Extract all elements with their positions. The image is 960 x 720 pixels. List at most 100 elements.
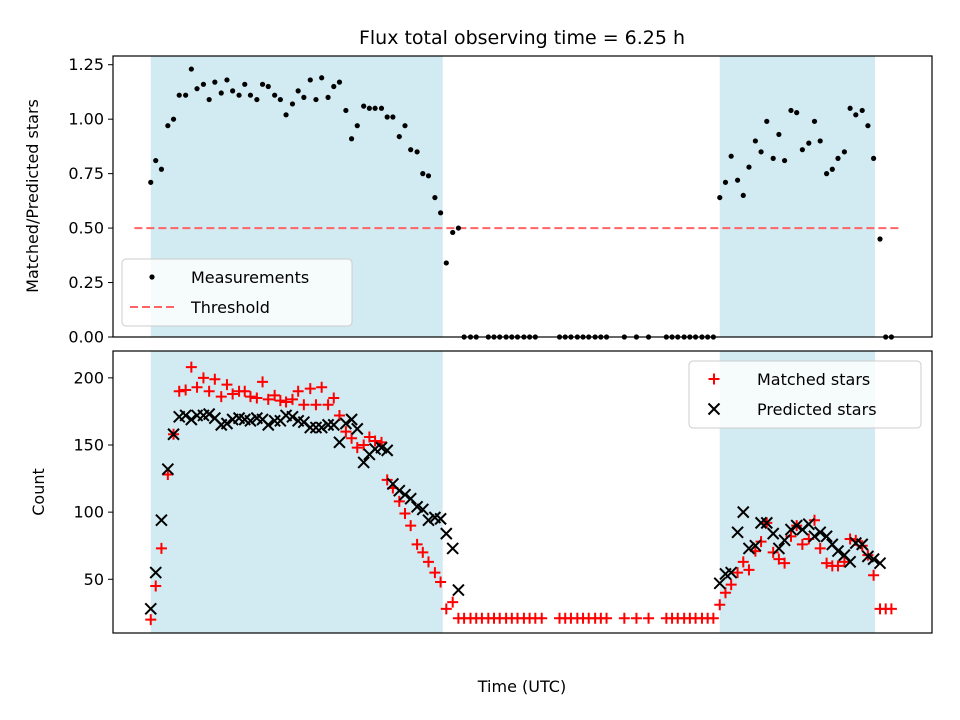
top-legend-box — [121, 258, 353, 327]
measurement-point — [450, 229, 456, 236]
measurement-point — [414, 149, 420, 155]
predicted-point — [357, 456, 370, 469]
measurement-point — [740, 192, 746, 199]
measurement-point — [758, 149, 764, 155]
measurement-point — [752, 138, 758, 144]
predicted-point — [737, 505, 750, 519]
measurement-point — [242, 81, 248, 87]
matched-point — [399, 507, 411, 519]
measurement-point — [319, 75, 325, 81]
measurement-point — [859, 107, 865, 114]
matched-point — [173, 385, 185, 397]
matched-point — [536, 612, 548, 624]
measurement-point — [841, 149, 848, 155]
matched-point — [725, 579, 737, 591]
predicted-point — [309, 421, 323, 434]
predicted-point — [422, 513, 435, 527]
measurement-point — [823, 171, 830, 177]
matched-point — [814, 542, 826, 554]
predicted-point — [843, 555, 857, 569]
measurement-point — [799, 147, 805, 153]
matched-point — [215, 391, 227, 403]
measurement-point — [272, 92, 278, 98]
matched-stars-points — [145, 361, 897, 626]
y-tick-label: 0.00 — [68, 328, 104, 347]
matched-point — [707, 612, 719, 624]
measurement-point — [194, 86, 200, 92]
top-legend: Measurements Threshold — [121, 258, 353, 327]
predicted-point — [244, 414, 257, 428]
legend-matched-marker — [708, 373, 720, 385]
predicted-point — [167, 428, 180, 441]
predicted-point — [398, 488, 412, 501]
matched-point — [363, 431, 375, 443]
matched-point — [868, 569, 880, 581]
measurement-point — [794, 110, 800, 116]
measurement-point — [224, 77, 230, 83]
measurement-point — [354, 123, 360, 129]
predicted-point — [820, 530, 833, 543]
measurement-point — [746, 164, 752, 170]
matched-point — [280, 396, 292, 408]
measurement-point — [230, 88, 236, 94]
y-tick-label: 150 — [73, 436, 104, 455]
matched-point — [180, 384, 192, 396]
matched-point — [844, 533, 856, 545]
predicted-point — [440, 527, 453, 540]
matched-point — [393, 495, 405, 507]
matched-point — [292, 385, 304, 397]
measurement-point — [829, 166, 835, 172]
matched-point — [369, 435, 381, 447]
matched-point — [358, 439, 370, 451]
predicted-point — [808, 530, 821, 543]
matched-point — [150, 580, 162, 592]
measurement-point — [247, 92, 254, 98]
chart-title: Flux total observing time = 6.25 h — [359, 27, 685, 49]
measurement-point — [158, 166, 165, 172]
measurement-point — [188, 66, 194, 72]
predicted-point — [724, 566, 738, 579]
matched-point — [643, 612, 655, 624]
matched-point — [185, 361, 197, 373]
matched-point — [351, 442, 363, 454]
y-tick-label: 0.50 — [68, 219, 104, 238]
matched-point — [417, 546, 429, 558]
matched-point — [435, 576, 447, 588]
predicted-point — [220, 417, 234, 430]
legend-measurements-marker — [149, 274, 155, 280]
measurement-point — [348, 136, 355, 142]
predicted-point — [339, 417, 353, 430]
matched-point — [155, 542, 167, 554]
measurement-point — [343, 107, 349, 114]
measurement-point — [183, 92, 189, 98]
legend-predicted-marker — [707, 402, 721, 416]
measurement-point — [361, 103, 367, 109]
measurement-point — [396, 133, 402, 140]
matched-point — [145, 614, 157, 626]
measurement-point — [835, 155, 841, 161]
matched-point — [328, 392, 340, 404]
bottom-legend: Matched stars Predicted stars — [688, 360, 922, 429]
matched-point — [885, 603, 897, 615]
predicted-stars-points — [144, 407, 887, 616]
matched-point — [209, 373, 221, 385]
matched-point — [440, 603, 452, 615]
matched-point — [333, 409, 345, 421]
measurement-point — [148, 179, 154, 185]
matched-point — [191, 381, 203, 393]
matched-point — [286, 393, 298, 405]
measurement-point — [212, 79, 218, 85]
predicted-point — [831, 544, 845, 558]
measurement-point — [265, 83, 271, 90]
measurement-point — [806, 140, 812, 146]
matched-point — [227, 388, 239, 400]
measurement-point — [218, 90, 224, 96]
predicted-point — [754, 516, 768, 530]
predicted-point — [813, 526, 827, 539]
matched-point — [737, 556, 749, 568]
matched-point — [838, 556, 850, 568]
predicted-point — [268, 414, 281, 428]
measurement-point — [289, 101, 296, 107]
